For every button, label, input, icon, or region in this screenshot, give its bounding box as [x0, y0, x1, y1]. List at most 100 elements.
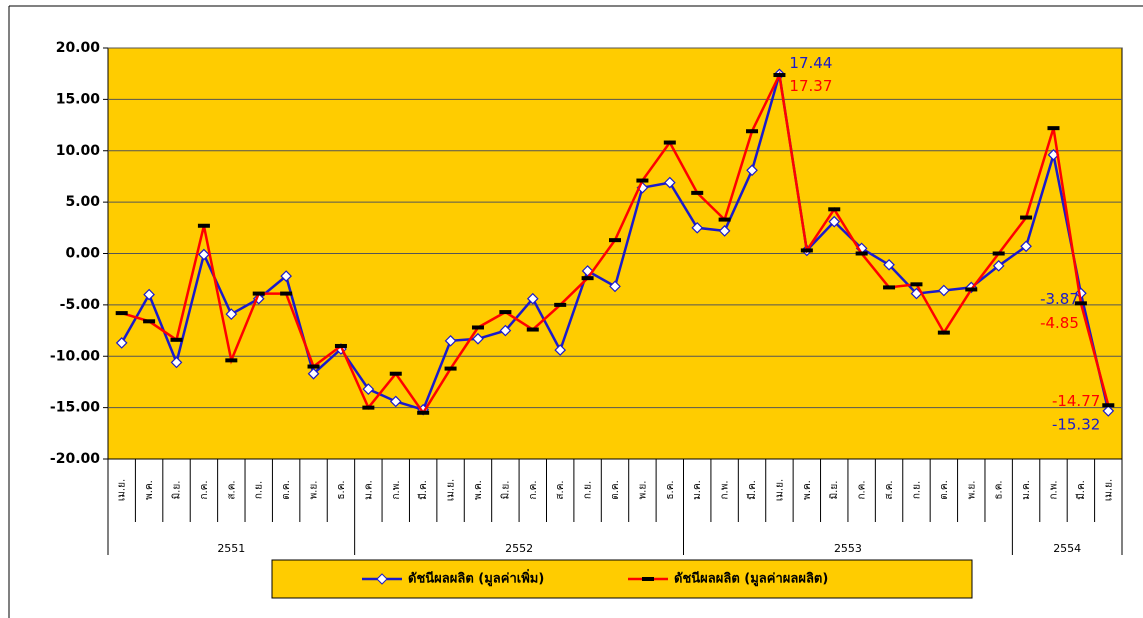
- x-tick-label: พ.ย.: [966, 481, 977, 500]
- point-marker: [307, 367, 320, 380]
- x-tick-label: มิ.ย.: [172, 481, 183, 500]
- x-tick-label: ก.ย.: [911, 481, 922, 499]
- x-tick-label: เม.ย.: [774, 479, 785, 501]
- x-tick-label: ก.ย.: [583, 481, 594, 499]
- x-tick-label: ม.ค.: [363, 480, 374, 500]
- point-marker: [691, 221, 704, 234]
- point-marker: [280, 291, 293, 296]
- x-tick-label: มี.ค.: [417, 480, 429, 500]
- point-marker: [609, 238, 621, 243]
- point-marker: [143, 319, 156, 324]
- x-tick-label: เม.ย.: [1103, 479, 1114, 501]
- point-marker: [1102, 405, 1115, 417]
- point-marker: [883, 258, 895, 271]
- point-marker: [526, 292, 539, 305]
- x-tick-label: ม.ค.: [1021, 480, 1032, 500]
- point-marker: [362, 405, 375, 410]
- y-tick-label: 15.00: [56, 91, 101, 107]
- point-marker: [746, 129, 759, 134]
- point-marker: [471, 325, 484, 330]
- legend-marker: [376, 573, 388, 585]
- point-marker: [746, 164, 758, 177]
- data-label: -14.77: [1052, 392, 1100, 410]
- x-tick-label: ก.ค.: [199, 480, 210, 499]
- x-tick-label: ส.ค.: [884, 480, 895, 499]
- legend: ดัชนีผลผลิต (มูลค่าเพิ่ม) ดัชนีผลผลิต (มู…: [271, 559, 973, 599]
- x-group-label: 2554: [1053, 542, 1081, 555]
- point-marker: [663, 176, 676, 189]
- x-tick-label: ก.ย.: [254, 481, 265, 499]
- point-marker: [800, 248, 813, 253]
- point-marker: [1020, 215, 1033, 220]
- x-group-label: 2552: [505, 542, 533, 555]
- point-marker: [198, 248, 210, 261]
- point-marker: [252, 291, 265, 296]
- point-marker: [143, 288, 155, 301]
- point-marker: [334, 343, 347, 348]
- point-marker: [937, 330, 950, 335]
- point-marker: [444, 366, 457, 371]
- x-tick-label: ส.ค.: [226, 480, 237, 499]
- x-tick-label: ธ.ค.: [336, 480, 347, 499]
- point-marker: [499, 310, 512, 315]
- x-group-label: 2551: [217, 542, 245, 555]
- x-tick-label: เม.ย.: [446, 479, 457, 501]
- x-tick-label: พ.ค.: [802, 480, 813, 500]
- point-marker: [389, 371, 402, 376]
- point-marker: [554, 302, 567, 307]
- y-tick-label: -20.00: [50, 451, 100, 467]
- x-tick-label: ม.ค.: [692, 480, 703, 500]
- point-marker: [663, 140, 676, 145]
- point-marker: [1102, 403, 1115, 408]
- point-marker: [280, 270, 292, 282]
- legend-marker: [642, 577, 654, 581]
- point-marker: [170, 337, 183, 342]
- y-tick-label: 5.00: [65, 194, 100, 210]
- point-marker: [526, 327, 539, 332]
- point-marker: [225, 308, 238, 320]
- data-label: 17.44: [789, 54, 832, 72]
- point-marker: [938, 284, 950, 297]
- y-tick-label: -5.00: [60, 297, 101, 313]
- x-tick-label: ธ.ค.: [994, 480, 1005, 499]
- point-marker: [554, 344, 567, 356]
- point-marker: [855, 251, 868, 256]
- point-marker: [307, 364, 320, 369]
- point-marker: [636, 178, 649, 183]
- point-marker: [472, 332, 484, 345]
- x-tick-label: ก.พ.: [1048, 480, 1059, 499]
- x-tick-label: เม.ย.: [117, 479, 128, 501]
- point-marker: [444, 334, 457, 347]
- x-tick-label: ต.ค.: [610, 480, 621, 500]
- point-marker: [992, 259, 1005, 272]
- y-tick-label: 10.00: [56, 143, 101, 159]
- x-tick-label: ก.ค.: [857, 480, 868, 499]
- point-marker: [718, 217, 731, 222]
- point-marker: [499, 324, 512, 337]
- x-tick-label: มี.ค.: [1075, 480, 1087, 500]
- x-tick-label: พ.ค.: [144, 480, 155, 500]
- point-marker: [965, 287, 978, 292]
- x-tick-label: พ.ย.: [309, 481, 320, 500]
- x-tick-label: มี.ค.: [746, 480, 758, 500]
- x-tick-label: ต.ค.: [939, 480, 950, 500]
- legend-label: ดัชนีผลผลิต (มูลค่าเพิ่ม): [408, 569, 544, 587]
- point-marker: [170, 356, 183, 369]
- point-marker: [389, 395, 402, 408]
- point-marker: [992, 251, 1005, 256]
- point-marker: [609, 280, 621, 293]
- point-marker: [773, 73, 786, 78]
- x-tick-label: ก.พ.: [391, 480, 402, 499]
- y-tick-label: -15.00: [50, 400, 100, 416]
- point-marker: [1047, 126, 1060, 131]
- y-tick-label: 0.00: [65, 246, 100, 262]
- data-label: 17.37: [789, 77, 832, 95]
- point-marker: [1074, 301, 1087, 306]
- legend-label: ดัชนีผลผลิต (มูลค่าผลผลิต): [674, 571, 828, 587]
- x-tick-label: ต.ค.: [281, 480, 292, 500]
- x-tick-label: มิ.ย.: [500, 481, 511, 500]
- y-tick-label: 20.00: [56, 40, 101, 56]
- x-tick-label: ก.ค.: [528, 480, 539, 499]
- x-group-label: 2553: [834, 542, 862, 555]
- point-marker: [581, 276, 594, 281]
